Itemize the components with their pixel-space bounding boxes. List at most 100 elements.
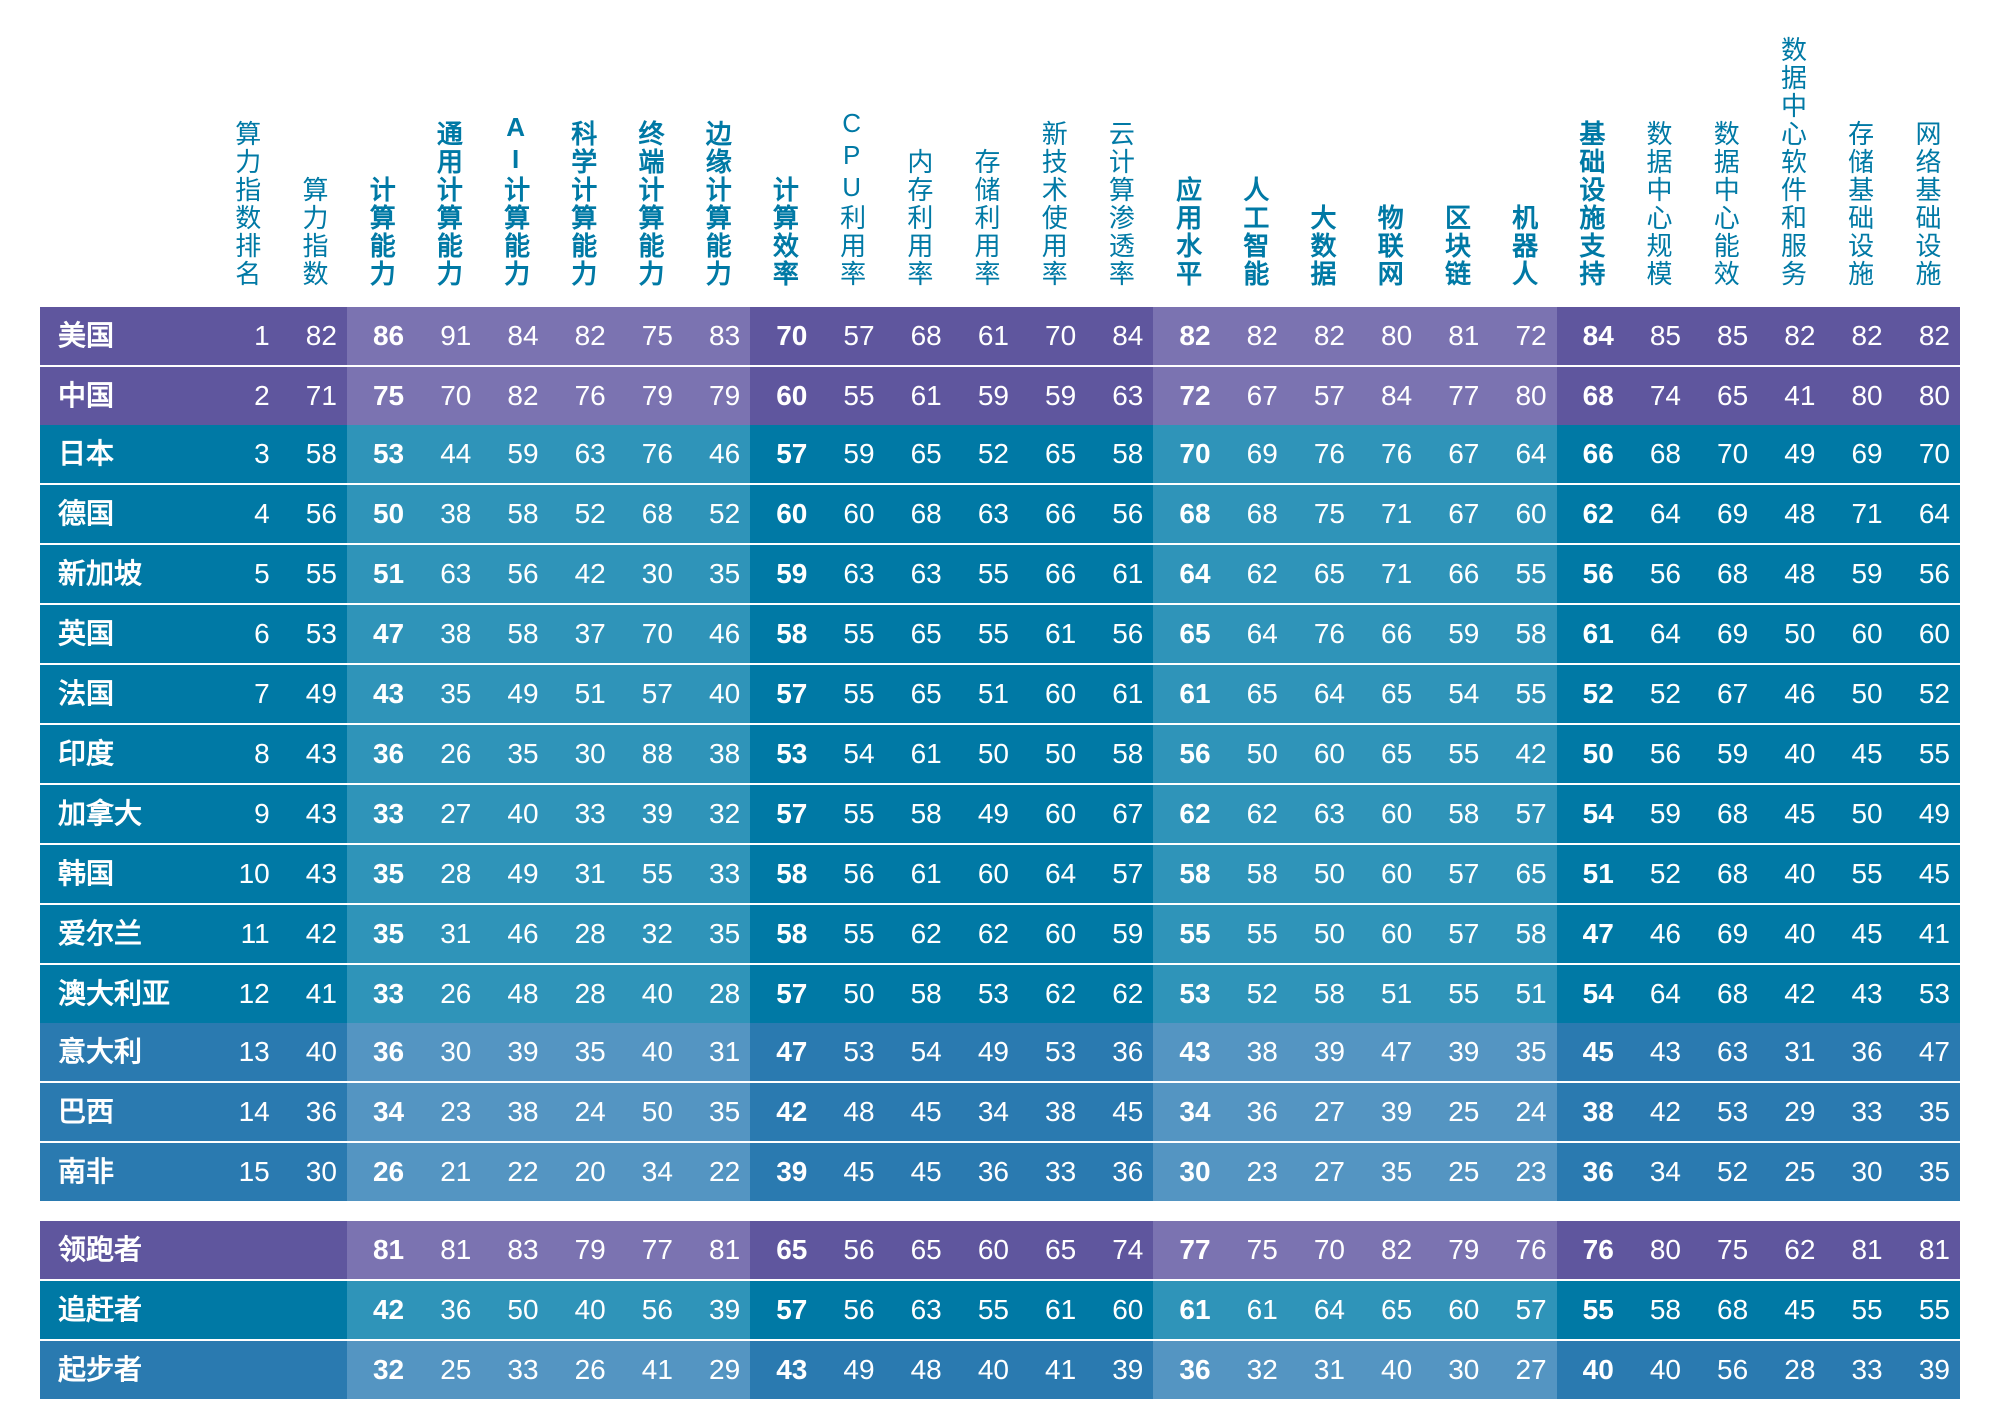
table-row: 新加坡5555163564230355963635566616462657166… <box>40 544 1960 604</box>
header-col-26: 网络基础设施 <box>1893 30 1960 307</box>
value-cell: 44 <box>414 425 481 484</box>
value-cell: 52 <box>1691 1142 1758 1201</box>
value-cell: 61 <box>1153 1280 1220 1340</box>
value-cell: 34 <box>952 1082 1019 1142</box>
value-cell: 54 <box>1557 964 1624 1023</box>
value-cell: 36 <box>347 1023 414 1082</box>
value-cell: 38 <box>414 604 481 664</box>
value-cell: 65 <box>1019 425 1086 484</box>
value-cell: 40 <box>616 964 683 1023</box>
value-cell: 55 <box>1557 1280 1624 1340</box>
value-cell: 59 <box>1086 904 1153 964</box>
value-cell: 45 <box>1557 1023 1624 1082</box>
value-cell: 55 <box>616 844 683 904</box>
value-cell: 58 <box>1086 425 1153 484</box>
value-cell: 56 <box>1624 544 1691 604</box>
value-cell: 59 <box>1624 784 1691 844</box>
value-cell: 52 <box>1893 664 1960 724</box>
value-cell: 43 <box>1624 1023 1691 1082</box>
header-label: 物联网 <box>1375 204 1402 288</box>
value-cell: 54 <box>1557 784 1624 844</box>
value-cell: 35 <box>347 844 414 904</box>
value-cell: 63 <box>1086 366 1153 425</box>
value-cell: 76 <box>549 366 616 425</box>
value-cell: 42 <box>1758 964 1825 1023</box>
value-cell: 6 <box>213 604 280 664</box>
value-cell: 27 <box>1489 1340 1556 1399</box>
value-cell: 31 <box>1758 1023 1825 1082</box>
value-cell: 55 <box>1489 544 1556 604</box>
value-cell: 84 <box>1557 307 1624 366</box>
value-cell: 39 <box>1893 1340 1960 1399</box>
value-cell: 31 <box>414 904 481 964</box>
value-cell: 58 <box>1489 604 1556 664</box>
value-cell: 66 <box>1019 484 1086 544</box>
header-label: CPU利用率 <box>837 108 864 288</box>
value-cell: 24 <box>549 1082 616 1142</box>
header-col-25: 存储基础设施 <box>1825 30 1892 307</box>
value-cell: 70 <box>1153 425 1220 484</box>
header-col-14: 云计算渗透率 <box>1086 30 1153 307</box>
value-cell: 57 <box>817 307 884 366</box>
value-cell: 58 <box>750 844 817 904</box>
value-cell: 40 <box>1624 1340 1691 1399</box>
table-row: 意大利1340363039354031475354495336433839473… <box>40 1023 1960 1082</box>
value-cell: 80 <box>1624 1221 1691 1280</box>
value-cell: 62 <box>1153 784 1220 844</box>
value-cell: 62 <box>952 904 1019 964</box>
value-cell: 47 <box>1557 904 1624 964</box>
value-cell: 42 <box>280 904 347 964</box>
table-row: 加拿大9433327403339325755584960676262636058… <box>40 784 1960 844</box>
value-cell: 84 <box>1355 366 1422 425</box>
table-row: 印度84336263530883853546150505856506065554… <box>40 724 1960 784</box>
value-cell: 68 <box>1691 544 1758 604</box>
value-cell: 61 <box>885 366 952 425</box>
header-label: 计算效率 <box>770 176 797 288</box>
value-cell: 64 <box>1624 484 1691 544</box>
value-cell: 33 <box>1019 1142 1086 1201</box>
value-cell: 76 <box>1557 1221 1624 1280</box>
value-cell: 76 <box>1489 1221 1556 1280</box>
value-cell: 58 <box>1086 724 1153 784</box>
value-cell: 65 <box>1355 1280 1422 1340</box>
value-cell: 50 <box>1288 904 1355 964</box>
value-cell: 76 <box>1288 425 1355 484</box>
header-label: 基础设施支持 <box>1577 120 1604 288</box>
value-cell: 35 <box>414 664 481 724</box>
value-cell: 30 <box>1153 1142 1220 1201</box>
value-cell: 85 <box>1691 307 1758 366</box>
value-cell: 35 <box>1355 1142 1422 1201</box>
value-cell: 33 <box>347 784 414 844</box>
value-cell: 33 <box>1825 1082 1892 1142</box>
header-label: 算力指数排名 <box>232 120 259 288</box>
value-cell: 64 <box>1288 664 1355 724</box>
value-cell: 71 <box>1825 484 1892 544</box>
value-cell: 53 <box>1153 964 1220 1023</box>
header-label: 大数据 <box>1308 204 1335 288</box>
value-cell: 49 <box>817 1340 884 1399</box>
value-cell: 49 <box>280 664 347 724</box>
value-cell: 64 <box>1489 425 1556 484</box>
value-cell: 80 <box>1825 366 1892 425</box>
value-cell: 86 <box>347 307 414 366</box>
value-cell: 60 <box>952 844 1019 904</box>
value-cell: 91 <box>414 307 481 366</box>
value-cell: 43 <box>280 844 347 904</box>
value-cell: 56 <box>1153 724 1220 784</box>
value-cell: 75 <box>347 366 414 425</box>
header-label: 通用计算能力 <box>434 120 461 288</box>
value-cell: 43 <box>280 784 347 844</box>
country-cell: 意大利 <box>40 1023 213 1082</box>
value-cell: 88 <box>616 724 683 784</box>
value-cell: 56 <box>1691 1340 1758 1399</box>
value-cell: 52 <box>1624 664 1691 724</box>
value-cell: 57 <box>1489 1280 1556 1340</box>
value-cell: 70 <box>1288 1221 1355 1280</box>
header-label: AI计算能力 <box>501 112 528 288</box>
value-cell: 29 <box>1758 1082 1825 1142</box>
value-cell: 36 <box>1557 1142 1624 1201</box>
value-cell: 46 <box>1758 664 1825 724</box>
gap-row <box>40 1399 1960 1419</box>
value-cell: 39 <box>1086 1340 1153 1399</box>
value-cell: 55 <box>952 544 1019 604</box>
